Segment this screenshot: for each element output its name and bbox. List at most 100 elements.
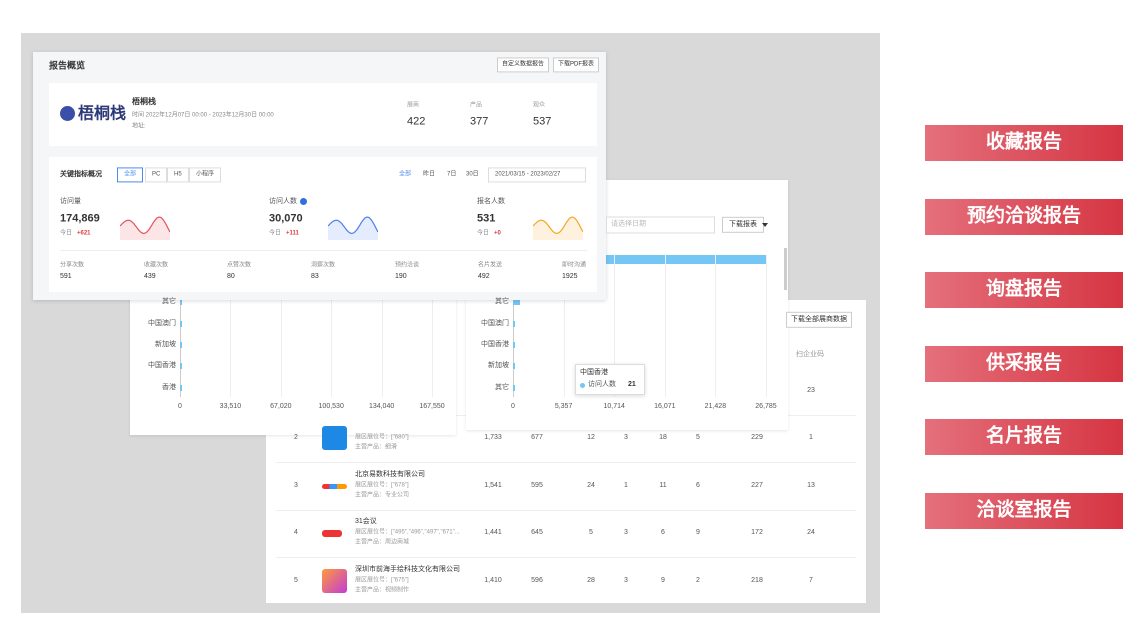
- row-index: 3: [294, 481, 298, 489]
- sparkline-line: [532, 216, 584, 235]
- category-label: 其它: [162, 297, 176, 305]
- tick-label: 67,020: [270, 402, 292, 410]
- tick-label: 0: [178, 402, 182, 410]
- company-address: 地址:: [132, 123, 146, 130]
- platform-tab[interactable]: H5: [167, 167, 189, 183]
- sparkline: [327, 212, 379, 240]
- company-name: 31会议: [355, 517, 377, 525]
- grid-line: [614, 255, 616, 397]
- tick-label: 21,428: [704, 402, 727, 410]
- cell: 3: [624, 433, 628, 441]
- section-title: 关键指标概况: [60, 170, 102, 178]
- range-tab[interactable]: 全部: [399, 171, 412, 178]
- report-button-label[interactable]: 名片报告: [985, 425, 1063, 447]
- platform-tab[interactable]: PC: [145, 167, 168, 183]
- small-metric-value: 80: [227, 272, 235, 280]
- metric-value: 30,070: [269, 212, 303, 225]
- platform-tab[interactable]: 小程序: [189, 167, 222, 183]
- range-tab[interactable]: 30日: [466, 171, 479, 178]
- metric-delta: +621: [77, 230, 91, 237]
- bar: [180, 299, 182, 305]
- row-divider: [276, 557, 856, 558]
- report-button[interactable]: [925, 272, 1123, 309]
- cell: 2: [696, 576, 700, 584]
- stat-label: 产品: [470, 102, 483, 109]
- report-button[interactable]: [925, 493, 1123, 529]
- small-metric-value: 1925: [562, 272, 578, 280]
- small-metric-label: 点赞次数: [227, 262, 252, 269]
- small-metric-label: 分享次数: [60, 262, 85, 269]
- metrics-divider: [60, 250, 587, 251]
- tick-label: 5,357: [554, 402, 573, 410]
- bar: [180, 385, 182, 391]
- report-button-label[interactable]: 预约洽谈报告: [966, 205, 1082, 227]
- metric-value: 174,869: [60, 212, 100, 225]
- row-divider: [276, 462, 856, 463]
- bar: [180, 363, 182, 369]
- metric-today: 今日: [60, 230, 73, 237]
- header-button[interactable]: 自定义数据报告: [497, 57, 550, 73]
- small-metric-label: 收藏次数: [144, 262, 169, 269]
- stat-value: 422: [407, 115, 426, 128]
- download-button[interactable]: 下载报表: [722, 216, 764, 234]
- download-all-button[interactable]: 下载全部展商数据: [786, 311, 852, 329]
- booth-info: 展区展位号：["680"]: [355, 434, 409, 441]
- category-label: 新加坡: [155, 340, 176, 348]
- small-metric-label: 洞察次数: [311, 262, 336, 269]
- small-metric-label: 预约洽谈: [395, 262, 420, 269]
- category-label: 中国香港: [148, 361, 176, 369]
- cell: 24: [807, 528, 815, 536]
- booth-info: 展区展位号：["675"]: [355, 576, 409, 583]
- small-metric-value: 83: [311, 272, 319, 280]
- product-info: 主营产品：专业公司: [355, 491, 410, 498]
- tooltip-label: 访问人数: [588, 380, 616, 388]
- report-button-label[interactable]: 洽谈室报告: [976, 499, 1072, 521]
- product-info: 主营产品：细滑: [355, 444, 398, 451]
- header-button[interactable]: 下载PDF报表: [553, 57, 600, 73]
- category-label: 香港: [162, 383, 176, 391]
- cell: 677: [531, 433, 543, 441]
- grid-line: [563, 255, 565, 397]
- sparkline-svg: [119, 216, 171, 240]
- report-button[interactable]: [925, 198, 1123, 235]
- report-button-label[interactable]: 供采报告: [985, 352, 1063, 374]
- product-info: 主营产品：周边商城: [355, 539, 410, 546]
- grid-line: [766, 255, 767, 397]
- report-button[interactable]: [925, 125, 1123, 161]
- cell: 9: [696, 528, 700, 536]
- report-button-label[interactable]: 询盘报告: [985, 278, 1063, 300]
- sparkline-line: [327, 216, 379, 235]
- metric-delta: +0: [494, 230, 501, 237]
- report-button-label[interactable]: 收藏报告: [985, 131, 1063, 153]
- date-input[interactable]: 请选择日期: [606, 216, 715, 234]
- category-label: 中国香港: [481, 340, 509, 348]
- bar: [513, 299, 520, 305]
- cell: 7: [809, 576, 813, 584]
- cell: 1: [809, 433, 813, 441]
- cell: 595: [531, 481, 543, 489]
- metric-label: 报名人数: [477, 197, 505, 205]
- bar: [513, 255, 766, 264]
- cell: 229: [751, 433, 763, 441]
- company-logo: [322, 530, 342, 537]
- range-tab[interactable]: 昨日: [423, 171, 436, 178]
- report-button[interactable]: [925, 419, 1123, 456]
- range-tab[interactable]: 7日: [447, 171, 457, 178]
- cell: 1,441: [484, 528, 502, 536]
- sparkline-svg: [532, 216, 584, 240]
- row-index: 2: [294, 433, 298, 441]
- platform-tab[interactable]: 全部: [117, 167, 144, 183]
- metric-label: 访问人数: [269, 197, 297, 205]
- grid-line: [664, 255, 666, 397]
- report-button[interactable]: [925, 345, 1123, 382]
- company-name: 北京易数科技有限公司: [355, 470, 425, 478]
- cell: 5: [589, 528, 593, 536]
- cell: 6: [661, 528, 665, 536]
- small-metric-value: 190: [395, 272, 407, 280]
- grid-line: [230, 296, 232, 397]
- cell: 5: [696, 433, 700, 441]
- date-range[interactable]: 2021/03/15 - 2023/02/27: [488, 167, 586, 183]
- cell: 1,410: [484, 576, 502, 584]
- stat-value: 537: [533, 115, 552, 128]
